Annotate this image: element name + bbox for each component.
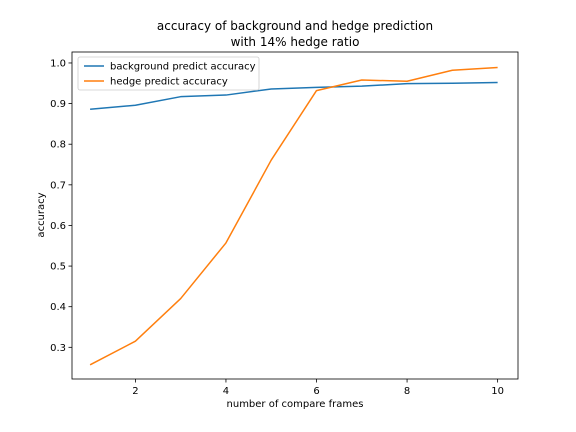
series-layer <box>89 66 498 366</box>
y-tick-label: 0.4 <box>50 302 66 313</box>
y-tick-label: 1.0 <box>50 58 66 69</box>
x-tick-label: 6 <box>313 386 319 397</box>
chart-title-line-1: accuracy of background and hedge predict… <box>157 19 433 33</box>
chart-title-line-2: with 14% hedge ratio <box>231 35 360 49</box>
x-tick-label: 10 <box>491 386 504 397</box>
y-tick-label: 0.8 <box>50 140 66 151</box>
y-tick-label: 0.7 <box>50 180 66 191</box>
ticks-layer: 2 4 6 8 10 0.3 0.4 0.5 0.6 0.7 0.8 0.9 1.0 <box>50 58 504 397</box>
x-tick-label: 8 <box>404 386 410 397</box>
y-tick-label: 0.5 <box>50 262 66 273</box>
y-tick-label: 0.9 <box>50 99 66 110</box>
x-tick-label: 2 <box>132 386 138 397</box>
y-tick-label: 0.6 <box>50 221 66 232</box>
plot-frame <box>71 51 519 380</box>
y-tick-label: 0.3 <box>50 343 66 354</box>
y-axis-label: accuracy <box>36 192 47 237</box>
legend-label-background: background predict accuracy <box>110 62 256 73</box>
legend: background predict accuracy hedge predic… <box>77 56 260 91</box>
series-line-background <box>90 81 498 111</box>
x-tick-label: 4 <box>223 386 229 397</box>
legend-label-hedge: hedge predict accuracy <box>110 77 228 88</box>
x-axis-label: number of compare frames <box>227 399 364 410</box>
series-line-hedge <box>89 66 498 366</box>
legend-box <box>77 56 260 91</box>
